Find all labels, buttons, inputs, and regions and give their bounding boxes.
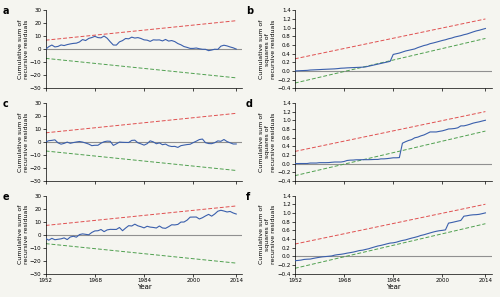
- Y-axis label: Cumulative sum of
squares of
recursive residuals: Cumulative sum of squares of recursive r…: [260, 205, 276, 264]
- Y-axis label: Cumulative sum of
recursive residuals: Cumulative sum of recursive residuals: [18, 205, 28, 264]
- Text: e: e: [2, 192, 9, 202]
- Text: c: c: [2, 99, 8, 109]
- Y-axis label: Cumulative sum of
squares of
recursive residuals: Cumulative sum of squares of recursive r…: [260, 112, 276, 172]
- Text: d: d: [246, 99, 252, 109]
- Y-axis label: Cumulative sum of
recursive residuals: Cumulative sum of recursive residuals: [18, 20, 28, 79]
- X-axis label: Year: Year: [136, 284, 152, 290]
- X-axis label: Year: Year: [386, 284, 400, 290]
- Y-axis label: Cumulative sum of
recursive residuals: Cumulative sum of recursive residuals: [18, 112, 28, 172]
- Text: b: b: [246, 7, 253, 16]
- Text: a: a: [2, 7, 9, 16]
- Y-axis label: Cumulative sum of
squares of
recursive residuals: Cumulative sum of squares of recursive r…: [260, 20, 276, 79]
- Text: f: f: [246, 192, 250, 202]
